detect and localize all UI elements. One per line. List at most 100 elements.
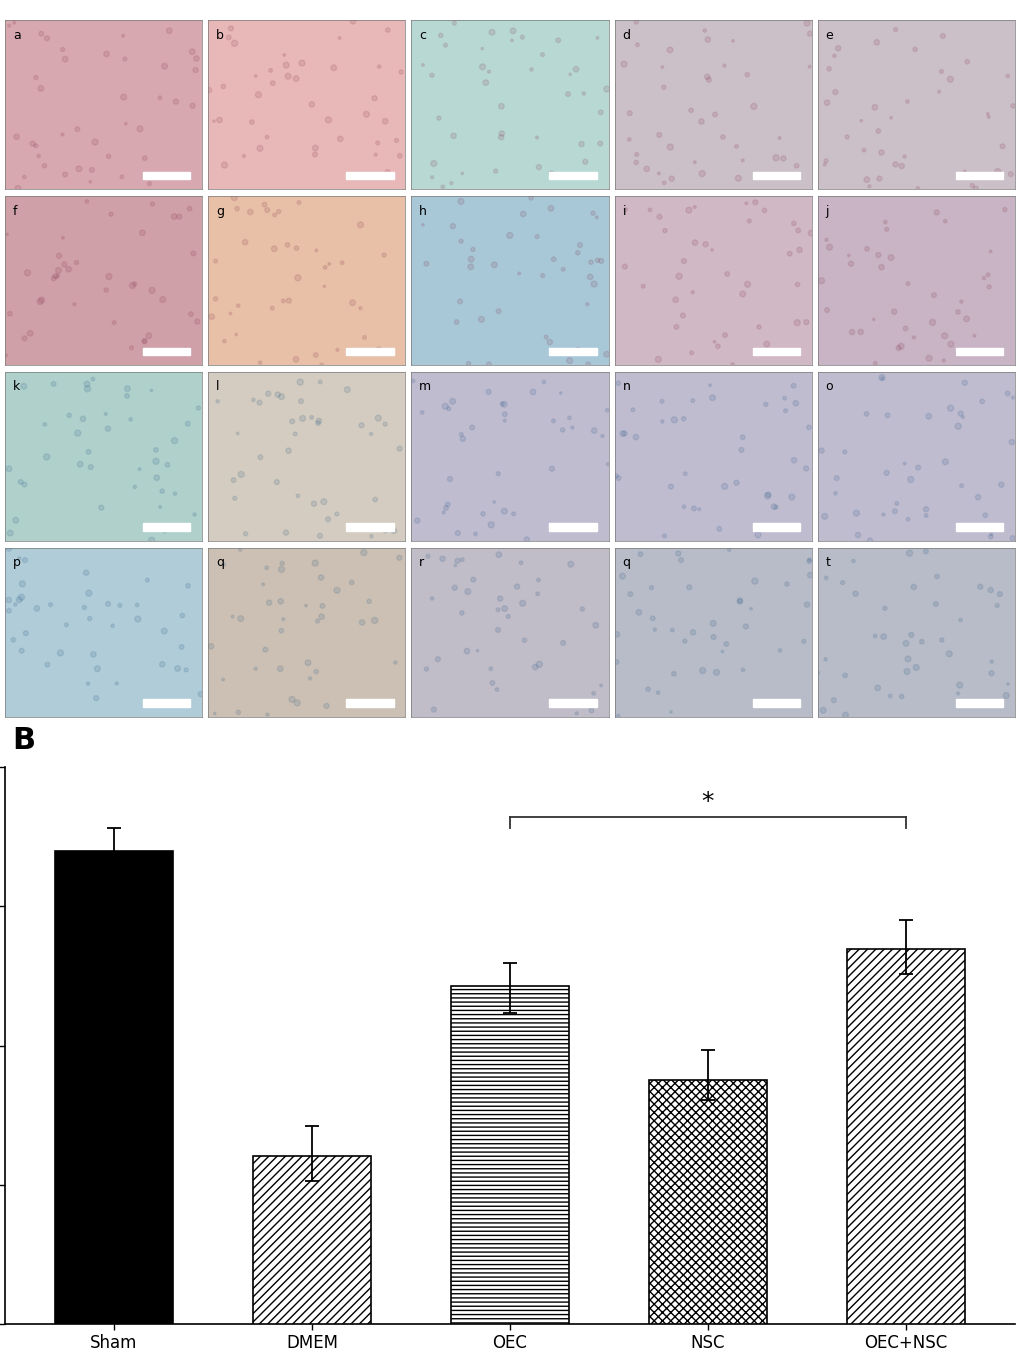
Point [483,513,499,535]
Point [414,401,430,423]
Bar [846,950,964,1324]
Text: d: d [622,29,630,42]
Point [949,682,965,704]
Point [50,259,66,281]
Point [866,352,882,374]
Point [101,266,117,288]
Point [446,554,463,576]
Point [415,55,431,76]
Point [559,83,576,105]
Point [646,618,662,640]
Point [313,606,329,628]
Point [816,648,833,670]
Point [50,265,66,287]
Point [529,583,545,605]
Point [119,385,136,407]
Point [967,177,983,199]
Point [177,340,194,362]
Point [650,124,666,146]
Point [656,220,673,242]
Point [261,592,277,614]
Point [950,341,966,363]
Text: h: h [419,205,427,217]
Point [852,109,868,131]
Point [100,592,116,614]
Point [156,56,172,78]
Point [588,206,604,228]
Point [5,629,21,651]
Point [653,56,669,78]
Point [661,40,678,61]
Point [161,19,177,41]
Point [259,704,275,726]
Point [876,598,893,620]
Point [671,265,687,287]
Point [6,12,22,34]
Point [936,450,953,472]
Point [932,629,949,651]
Point [953,475,969,497]
Point [366,87,382,109]
Point [167,90,183,112]
Point [1003,431,1019,453]
Point [279,233,296,255]
Point [344,292,361,314]
Point [609,373,626,394]
Point [552,382,569,404]
Point [516,629,532,651]
Point [975,268,991,289]
Point [655,526,672,547]
Point [981,526,998,547]
Point [432,25,448,46]
Point [320,508,336,530]
Point [758,333,774,355]
Point [750,315,766,337]
Point [474,56,490,78]
Point [598,343,614,364]
Point [392,61,409,83]
Point [473,308,489,330]
Point [460,580,476,602]
Bar [549,172,596,179]
Point [144,530,160,551]
Point [860,175,876,197]
Point [790,220,806,242]
Point [757,393,773,415]
Point [635,276,651,298]
Point [899,90,915,112]
Point [275,289,291,311]
Point [892,336,908,358]
Point [222,303,238,325]
Point [304,407,320,429]
Point [405,370,421,392]
Point [568,59,584,81]
Point [77,562,94,584]
Point [616,255,633,277]
Point [449,550,466,572]
Point [28,135,44,157]
Point [655,76,672,98]
Point [148,450,164,472]
Point [242,201,258,222]
Point [489,599,505,621]
Point [706,330,722,352]
Point [100,418,116,440]
Point [273,386,289,408]
Point [734,426,750,448]
Point [564,416,580,438]
Point [453,162,470,184]
Point [537,326,553,348]
Point [694,659,710,681]
Point [486,254,502,276]
Point [872,257,889,278]
Point [674,304,690,326]
Point [156,520,172,542]
Point [104,614,120,636]
Point [592,674,608,696]
Point [415,214,431,236]
Point [22,322,39,344]
Point [123,337,140,359]
Point [318,695,334,717]
Point [12,471,29,493]
Point [206,703,222,725]
